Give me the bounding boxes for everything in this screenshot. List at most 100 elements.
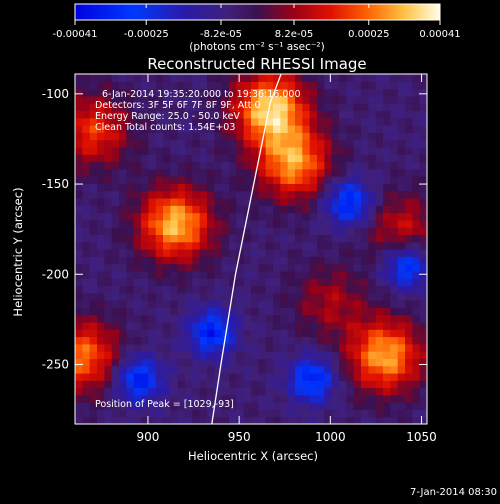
heatmap-cell	[243, 161, 252, 170]
heatmap-cell	[397, 110, 406, 119]
heatmap-cell	[199, 387, 208, 396]
colorbar-tick-label: -0.00025	[124, 29, 169, 40]
heatmap-cell	[405, 292, 413, 301]
heatmap-cell	[383, 95, 391, 104]
heatmap-cell	[287, 197, 296, 206]
heatmap-cell	[346, 365, 355, 374]
heatmap-cell	[148, 125, 157, 133]
heatmap-cell	[207, 176, 215, 184]
heatmap-cell	[75, 343, 83, 352]
heatmap-cell	[133, 292, 142, 301]
heatmap-cell	[75, 380, 83, 389]
heatmap-cell	[236, 205, 245, 214]
heatmap-cell	[375, 365, 384, 374]
heatmap-cell	[243, 117, 252, 126]
heatmap-cell	[339, 125, 347, 133]
heatmap-cell	[192, 161, 201, 170]
heatmap-cell	[317, 402, 325, 411]
heatmap-cell	[192, 285, 201, 294]
heatmap-cell	[229, 183, 237, 192]
heatmap-cell	[368, 227, 377, 236]
heatmap-cell	[82, 103, 91, 112]
heatmap-cell	[361, 103, 369, 112]
heatmap-cell	[273, 183, 281, 192]
heatmap-cell	[287, 372, 296, 381]
heatmap-cell	[295, 300, 303, 308]
heatmap-cell	[375, 183, 384, 192]
heatmap-cell	[177, 256, 186, 265]
heatmap-cell	[214, 372, 223, 381]
heatmap-cell	[192, 227, 201, 236]
heatmap-cell	[243, 307, 252, 316]
heatmap-cell	[148, 154, 157, 163]
heatmap-cell	[339, 285, 347, 294]
heatmap-cell	[353, 343, 362, 352]
heatmap-cell	[111, 154, 120, 163]
heatmap-cell	[163, 125, 171, 133]
heatmap-cell	[339, 197, 347, 206]
heatmap-cell	[324, 329, 333, 338]
heatmap-cell	[302, 205, 311, 214]
heatmap-cell	[353, 314, 362, 323]
heatmap-cell	[170, 263, 179, 272]
heatmap-cell	[419, 161, 427, 170]
heatmap-cell	[104, 219, 113, 228]
heatmap-cell	[346, 270, 355, 279]
heatmap-cell	[419, 321, 427, 330]
heatmap-cell	[126, 205, 135, 214]
heatmap-cell	[236, 394, 245, 403]
heatmap-cell	[324, 197, 333, 206]
heatmap-cell	[163, 416, 171, 424]
heatmap-cell	[265, 132, 274, 141]
heatmap-cell	[251, 110, 259, 119]
x-tick-label: 900	[137, 430, 160, 444]
heatmap-cell	[214, 168, 223, 177]
heatmap-cell	[163, 190, 171, 199]
heatmap-cell	[148, 380, 157, 389]
heatmap-cell	[141, 263, 149, 272]
heatmap-cell	[133, 139, 142, 148]
heatmap-cell	[251, 219, 259, 228]
heatmap-cell	[317, 270, 325, 279]
heatmap-cell	[126, 270, 135, 279]
heatmap-cell	[111, 241, 120, 250]
heatmap-cell	[368, 146, 377, 155]
heatmap-cell	[265, 321, 274, 330]
heatmap-cell	[324, 351, 333, 359]
heatmap-cell	[177, 380, 186, 389]
heatmap-cell	[133, 314, 142, 323]
heatmap-cell	[199, 321, 208, 330]
heatmap-cell	[111, 416, 120, 424]
heatmap-cell	[236, 343, 245, 352]
heatmap-cell	[251, 74, 259, 82]
heatmap-cell	[185, 183, 193, 192]
heatmap-cell	[104, 110, 113, 119]
heatmap-cell	[75, 205, 83, 214]
heatmap-cell	[251, 256, 259, 265]
heatmap-cell	[104, 205, 113, 214]
heatmap-cell	[397, 358, 406, 367]
heatmap-cell	[97, 227, 105, 236]
heatmap-cell	[207, 329, 215, 338]
heatmap-cell	[397, 387, 406, 396]
heatmap-cell	[170, 212, 179, 221]
heatmap-cell	[309, 183, 318, 192]
heatmap-cell	[346, 227, 355, 236]
heatmap-cell	[309, 329, 318, 338]
heatmap-cell	[163, 387, 171, 396]
heatmap-cell	[317, 285, 325, 294]
heatmap-cell	[126, 190, 135, 199]
heatmap-cell	[251, 234, 259, 243]
heatmap-cell	[258, 336, 267, 345]
heatmap-cell	[155, 212, 164, 221]
heatmap-cell	[273, 117, 281, 126]
heatmap-cell	[375, 241, 384, 250]
heatmap-cell	[170, 387, 179, 396]
heatmap-cell	[353, 125, 362, 133]
heatmap-cell	[309, 336, 318, 345]
heatmap-cell	[251, 358, 259, 367]
heatmap-cell	[97, 380, 105, 389]
heatmap-cell	[361, 132, 369, 141]
heatmap-cell	[75, 190, 83, 199]
heatmap-cell	[82, 139, 91, 148]
